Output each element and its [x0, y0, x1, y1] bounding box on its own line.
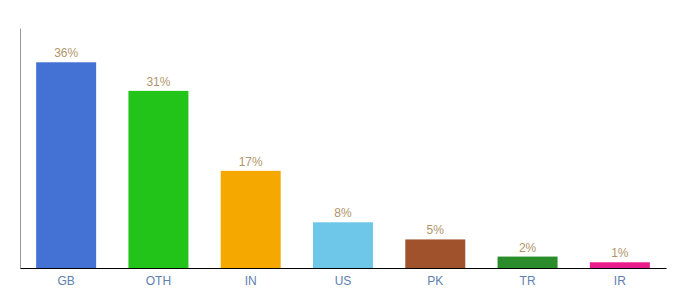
x-tick-label: IN	[245, 274, 257, 288]
data-label: 17%	[239, 155, 263, 169]
x-tick-label: IR	[614, 274, 626, 288]
x-tick: IN	[245, 274, 257, 288]
x-tick-label: OTH	[146, 274, 171, 288]
data-label: 31%	[146, 75, 170, 89]
x-axis-line	[21, 268, 667, 269]
x-tick: GB	[57, 274, 74, 288]
y-axis-line	[20, 29, 21, 269]
bar	[128, 91, 188, 268]
chart: GB OTH IN US PK TR IR 36% 31% 17% 8% 5% 2% 1%	[0, 0, 680, 300]
x-tick: PK	[427, 274, 443, 288]
data-labels: 36% 31% 17% 8% 5% 2% 1%	[54, 46, 629, 260]
data-label: 2%	[519, 241, 537, 255]
bar	[36, 62, 96, 268]
x-tick-label: US	[335, 274, 352, 288]
x-tick-label: GB	[57, 274, 74, 288]
chart-container: GB OTH IN US PK TR IR 36% 31% 17% 8% 5% 2% 1%	[0, 0, 680, 300]
data-label: 8%	[334, 206, 352, 220]
y-axis	[20, 29, 21, 269]
data-label: 5%	[427, 223, 445, 237]
bar	[498, 257, 558, 268]
bars	[36, 62, 650, 268]
x-tick: IR	[614, 274, 626, 288]
bar	[590, 262, 650, 268]
x-tick: TR	[520, 274, 536, 288]
data-label: 1%	[611, 246, 629, 260]
plot: GB OTH IN US PK TR IR 36% 31% 17% 8% 5% 2% 1%	[21, 29, 667, 288]
bar	[405, 239, 465, 268]
data-label: 36%	[54, 46, 78, 60]
x-axis: GB OTH IN US PK TR IR	[21, 269, 667, 288]
bar	[221, 171, 281, 268]
x-tick: OTH	[146, 274, 171, 288]
bar	[313, 222, 373, 268]
x-tick: US	[335, 274, 352, 288]
x-tick-label: TR	[520, 274, 536, 288]
x-tick-label: PK	[427, 274, 443, 288]
